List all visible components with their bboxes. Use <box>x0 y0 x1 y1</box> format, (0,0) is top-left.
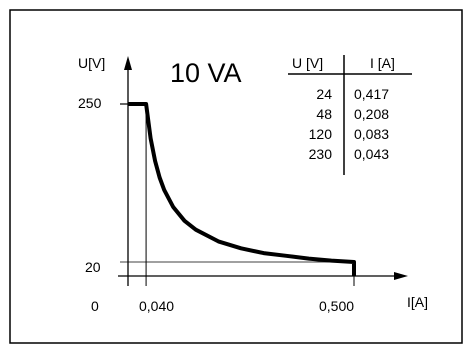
table-cell-u: 48 <box>316 106 332 122</box>
value-table: U [V] I [A] 24 0,417 48 0,208 120 0,083 230 0,0… <box>288 55 412 175</box>
y-axis-label: U[V] <box>78 55 105 71</box>
origin-label: 0 <box>91 298 99 314</box>
y-axis-arrow-icon <box>124 56 132 70</box>
x-tick-label-0-040: 0,040 <box>139 298 174 314</box>
y-tick-label-250: 250 <box>78 95 102 111</box>
y-tick-label-20: 20 <box>85 259 101 275</box>
table-cell-i: 0,417 <box>354 86 389 102</box>
chart-border <box>9 9 463 344</box>
table-header-u: U [V] <box>292 55 323 71</box>
table-cell-i: 0,208 <box>354 106 389 122</box>
series-curve <box>128 102 356 276</box>
table-cell-u: 120 <box>309 126 333 142</box>
x-axis-arrow-icon <box>394 272 408 280</box>
table-cell-u: 230 <box>309 146 333 162</box>
x-tick-label-0-500: 0,500 <box>319 298 354 314</box>
table-header-i: I [A] <box>370 55 395 71</box>
table-cell-i: 0,043 <box>354 146 389 162</box>
x-axis-label: I[A] <box>407 294 428 310</box>
chart-title: 10 VA <box>170 58 242 88</box>
table-cell-i: 0,083 <box>354 126 389 142</box>
table-cell-u: 24 <box>316 86 332 102</box>
table-rows: 24 0,417 48 0,208 120 0,083 230 0,043 <box>309 86 390 162</box>
